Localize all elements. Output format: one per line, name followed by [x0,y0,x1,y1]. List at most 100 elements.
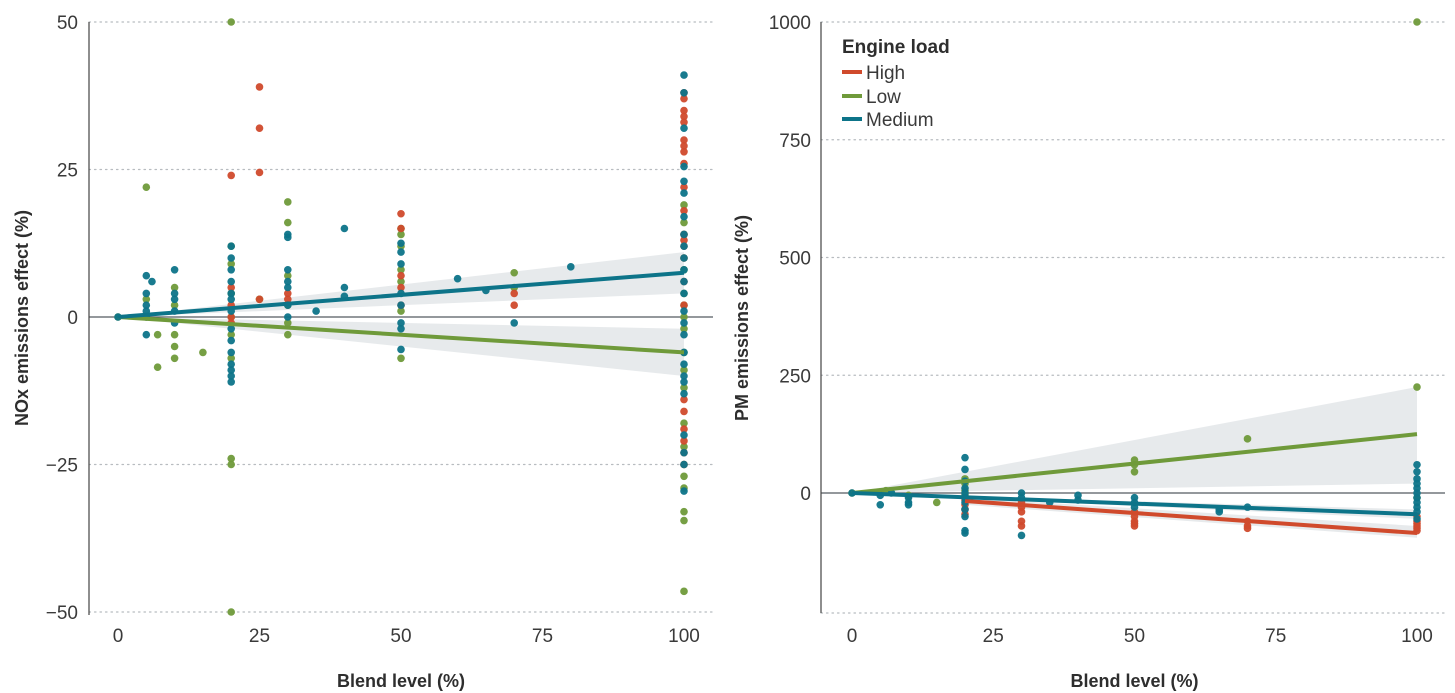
legend: Engine load High Low Medium [842,37,950,131]
nox-point-medium-9 [170,289,179,298]
nox-panel: 50 25 0 −25 −50 0 25 50 75 100 Blend level (%) NOx … [12,13,714,691]
pm-point-medium-17 [961,529,969,537]
nox-point-low-48 [680,366,688,374]
nox-point-medium-24 [227,366,235,374]
pm-point-high-13 [1130,522,1139,530]
pm-point-low-12 [1243,435,1252,443]
nox-point-medium-73 [680,460,688,469]
nox-point-medium-25 [227,372,235,380]
nox-point-medium-30 [284,277,292,286]
nox-x-tick-label-2: 50 [390,626,411,647]
nox-y-tick-label-0: 50 [57,13,78,34]
nox-point-medium-74 [680,487,688,495]
nox-point-low-8 [170,330,179,339]
nox-point-low-24 [284,218,292,227]
nox-y-tick-label-2: 0 [67,308,78,329]
nox-point-medium-39 [397,248,405,256]
nox-point-medium-56 [680,212,688,221]
nox-point-medium-67 [680,360,688,369]
nox-point-high-38 [680,437,688,445]
nox-point-low-55 [680,507,688,516]
nox-point-medium-2 [142,289,151,298]
nox-point-low-19 [227,454,235,463]
pm-x-tick-label-2: 50 [1124,626,1145,647]
nox-point-high-11 [397,209,405,218]
nox-point-low-1 [142,183,151,191]
nox-point-medium-49 [567,263,575,271]
nox-point-high-30 [680,236,688,245]
nox-point-high-22 [680,118,688,127]
nox-point-medium-42 [397,301,405,310]
nox-point-medium-36 [340,283,349,292]
nox-point-low-33 [397,277,405,286]
nox-point-low-18 [227,354,235,363]
nox-point-medium-21 [227,336,235,345]
nox-point-high-12 [397,224,405,233]
nox-point-low-10 [170,354,179,363]
nox-point-medium-62 [680,289,688,298]
pm-point-medium-20 [1017,531,1026,540]
nox-point-medium-65 [680,330,688,339]
nox-point-medium-59 [680,254,688,262]
nox-point-medium-54 [680,177,688,186]
nox-point-low-39 [680,218,688,227]
nox-point-medium-50 [680,71,688,79]
nox-x-tick-label-1: 25 [249,626,270,647]
pm-point-high-8 [1017,522,1026,530]
nox-point-low-7 [170,301,179,310]
nox-point-medium-33 [284,313,292,321]
nox-point-medium-34 [312,307,320,315]
pm-x-tick-label-0: 0 [847,626,858,647]
nox-point-low-17 [227,330,235,339]
nox-point-high-16 [510,301,518,310]
nox-point-low-30 [397,230,405,239]
nox-point-low-5 [153,363,162,371]
nox-y-tick-label-4: −50 [46,603,78,624]
nox-point-medium-18 [227,295,235,304]
nox-point-medium-23 [227,360,235,369]
nox-point-medium-17 [227,289,235,298]
nox-y-axis-title: NOx emissions effect (%) [12,210,32,426]
nox-point-high-5 [255,83,264,91]
nox-point-medium-38 [397,239,405,248]
nox-point-high-9 [284,289,292,298]
nox-point-low-6 [170,283,179,292]
nox-point-high-8 [255,295,264,304]
pm-y-tick-label-0: 1000 [769,13,811,34]
nox-point-medium-14 [227,254,235,262]
pm-point-low-11 [1130,468,1139,476]
nox-point-high-36 [680,407,688,416]
nox-point-low-27 [284,319,292,327]
nox-point-low-36 [510,268,518,277]
nox-point-low-11 [199,348,207,357]
pm-point-medium-15 [961,512,969,521]
nox-y-tick-label-3: −25 [46,456,78,477]
nox-point-medium-58 [680,242,688,250]
nox-point-medium-48 [510,319,518,327]
nox-point-medium-28 [284,233,292,242]
nox-point-medium-3 [142,301,151,310]
nox-point-medium-29 [284,266,292,274]
nox-y-tick-label-1: 25 [57,161,78,182]
nox-point-medium-6 [142,330,151,339]
nox-point-medium-10 [170,295,179,304]
nox-point-medium-52 [680,124,688,132]
nox-trend-line-low [117,315,685,355]
nox-point-high-27 [680,183,688,191]
pm-trend-line-medium [851,491,1418,517]
nox-point-medium-51 [680,89,688,97]
nox-point-high-17 [510,289,518,298]
pm-trend-line-high [964,499,1418,536]
legend-label-medium: Medium [866,110,934,131]
nox-point-low-51 [680,443,688,451]
nox-point-low-34 [397,307,405,315]
nox-point-low-14 [227,260,235,268]
nox-x-axis-title: Blend level (%) [337,671,465,691]
nox-point-medium-8 [170,266,179,274]
legend-item-high: High [842,63,905,84]
nox-point-high-28 [680,207,688,215]
pm-point-medium-31 [1413,468,1421,476]
nox-point-medium-68 [680,372,688,380]
pm-y-tick-label-2: 500 [779,249,811,270]
